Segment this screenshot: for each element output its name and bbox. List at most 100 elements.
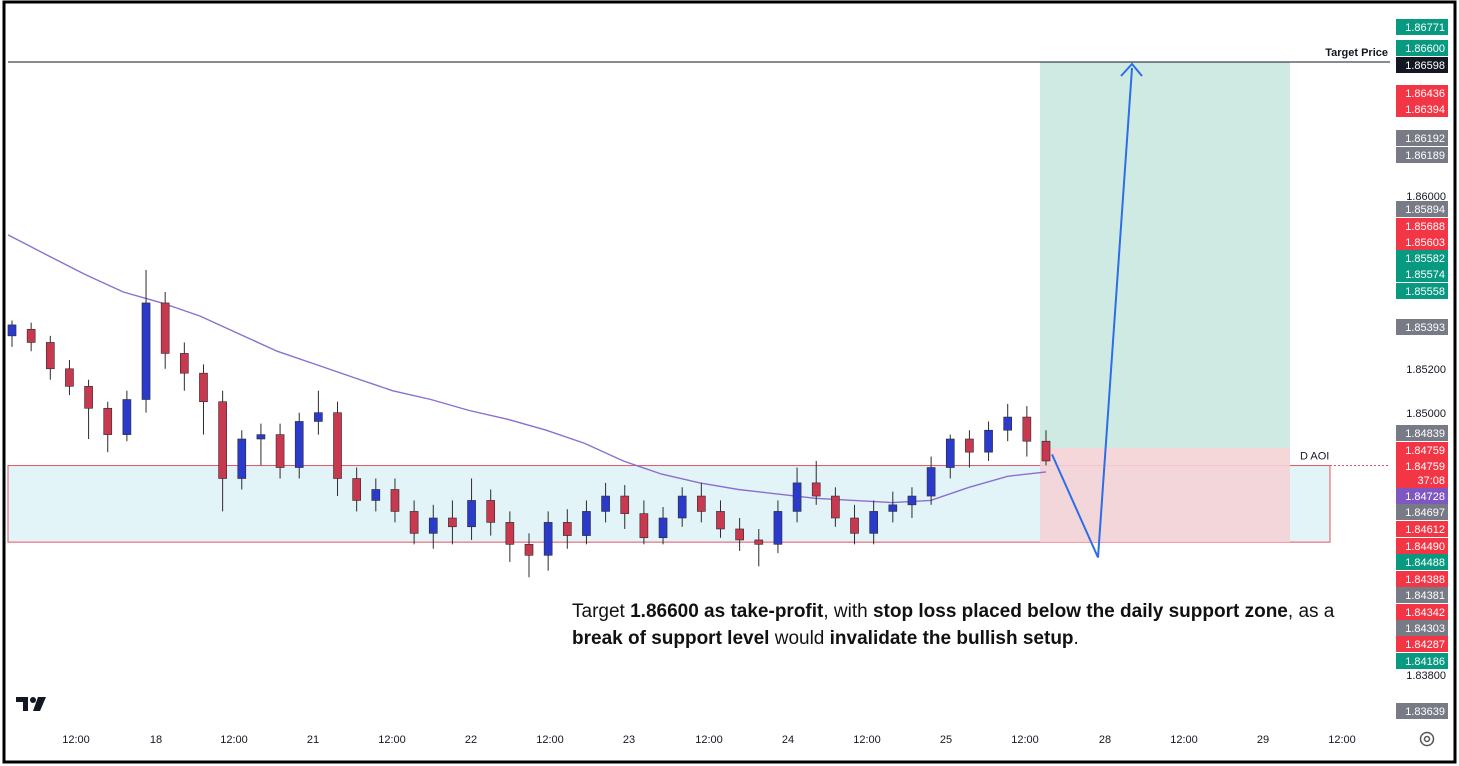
candle xyxy=(428,504,438,549)
x-axis-tick: 28 xyxy=(1099,734,1111,746)
x-axis-tick: 24 xyxy=(782,734,794,746)
x-axis-tick: 23 xyxy=(623,734,635,746)
candle-body xyxy=(543,522,553,556)
x-axis-tick: 12:00 xyxy=(853,734,881,746)
x-axis-tick: 12:00 xyxy=(378,734,406,746)
candle-body xyxy=(467,500,476,528)
candle xyxy=(984,421,993,461)
candle-body xyxy=(926,467,936,497)
candle-body xyxy=(122,399,132,435)
price-tag-box xyxy=(1396,604,1448,620)
candle-body xyxy=(1003,416,1013,431)
price-tag-box xyxy=(1396,587,1448,603)
stop-loss-zone xyxy=(1040,447,1290,543)
candle-body xyxy=(160,302,170,354)
target-price-label: Target Price xyxy=(1325,47,1388,59)
candle xyxy=(65,360,74,396)
candle-body xyxy=(639,513,649,539)
price-tag-box xyxy=(1396,319,1448,335)
price-tag-label: 1.85558 xyxy=(1405,286,1445,298)
candle xyxy=(237,430,247,490)
candle xyxy=(103,401,113,453)
candle xyxy=(141,270,151,413)
price-tag-label: 1.86189 xyxy=(1405,150,1445,162)
candle-body xyxy=(735,528,744,541)
candle-body xyxy=(371,489,381,501)
price-tag: 1.84612 xyxy=(1396,521,1448,537)
price-tag-label: 1.84186 xyxy=(1405,656,1445,668)
price-tag-label: 1.84839 xyxy=(1405,428,1445,440)
price-tag-box xyxy=(1396,147,1448,163)
candle xyxy=(677,487,687,527)
price-tag-box xyxy=(1396,653,1448,669)
x-axis-tick: 12:00 xyxy=(1011,734,1039,746)
candle-body xyxy=(428,517,438,534)
price-tag-label: 1.86600 xyxy=(1405,43,1445,55)
candle-body xyxy=(888,504,898,512)
candle xyxy=(160,291,170,369)
price-tag: 1.86600 xyxy=(1396,40,1448,56)
price-tag: 1.84381 xyxy=(1396,587,1448,603)
price-tag: 1.85688 xyxy=(1396,218,1448,234)
price-tag: 1.84388 xyxy=(1396,571,1448,587)
candle-body xyxy=(141,302,151,400)
candle xyxy=(792,467,802,523)
price-tag-label: 1.83639 xyxy=(1405,706,1445,718)
price-tag: 1.86192 xyxy=(1396,130,1448,146)
price-tag-box xyxy=(1396,283,1448,299)
price-tag: 1.84697 xyxy=(1396,504,1448,520)
candle-body xyxy=(237,438,247,479)
price-tag-box xyxy=(1396,101,1448,117)
candle xyxy=(716,500,725,538)
annotation-bold: 1.86600 as take-profit xyxy=(630,601,824,622)
price-tag: 1.85574 xyxy=(1396,266,1448,282)
candle-body xyxy=(199,372,208,402)
price-tag-label: 1.84381 xyxy=(1405,590,1445,602)
candle xyxy=(773,500,783,554)
candle-body xyxy=(45,342,55,370)
price-tag-label: 37:08 xyxy=(1417,475,1445,487)
annotation-text: would xyxy=(769,628,830,649)
price-tag: 1.85393 xyxy=(1396,319,1448,335)
price-tag: 1.86771 xyxy=(1396,19,1448,35)
arrow-head xyxy=(1120,62,1143,77)
candle xyxy=(697,482,706,523)
candle-body xyxy=(716,511,725,530)
candle-body xyxy=(84,386,93,409)
candle-body xyxy=(275,434,285,468)
price-tag: 1.85582 xyxy=(1396,250,1448,266)
candle xyxy=(180,342,189,391)
candle-body xyxy=(7,324,17,337)
candle xyxy=(467,478,476,540)
candle xyxy=(314,390,323,435)
candle xyxy=(754,528,764,567)
candle-body xyxy=(754,539,764,545)
candle-body xyxy=(965,438,974,453)
candle xyxy=(1022,406,1032,457)
x-axis-tick: 12:00 xyxy=(62,734,90,746)
candle-body xyxy=(658,517,668,539)
d-aoi-label: D AOI xyxy=(1300,451,1329,463)
price-tag-box xyxy=(1396,521,1448,537)
candle-body xyxy=(103,407,113,435)
candle xyxy=(888,491,898,523)
x-axis-tick: 12:00 xyxy=(220,734,248,746)
candle xyxy=(122,390,132,442)
price-tag: 1.85558 xyxy=(1396,283,1448,299)
price-tag-box xyxy=(1396,85,1448,101)
candle-body xyxy=(831,495,840,519)
tradingview-logo-icon[interactable] xyxy=(16,694,48,714)
y-axis-tick: 1.86000 xyxy=(1406,191,1446,203)
candle xyxy=(945,434,955,479)
candle-body xyxy=(294,421,304,468)
price-tag-box xyxy=(1396,620,1448,636)
candle xyxy=(448,500,457,545)
price-tag: 1.84839 xyxy=(1396,425,1448,441)
settings-gear-icon[interactable] xyxy=(1418,730,1436,748)
candle xyxy=(965,430,974,468)
candle-body xyxy=(907,495,917,506)
price-tag-box xyxy=(1396,571,1448,587)
price-tag: 1.86436 xyxy=(1396,85,1448,101)
price-tag: 1.83639 xyxy=(1396,703,1448,719)
